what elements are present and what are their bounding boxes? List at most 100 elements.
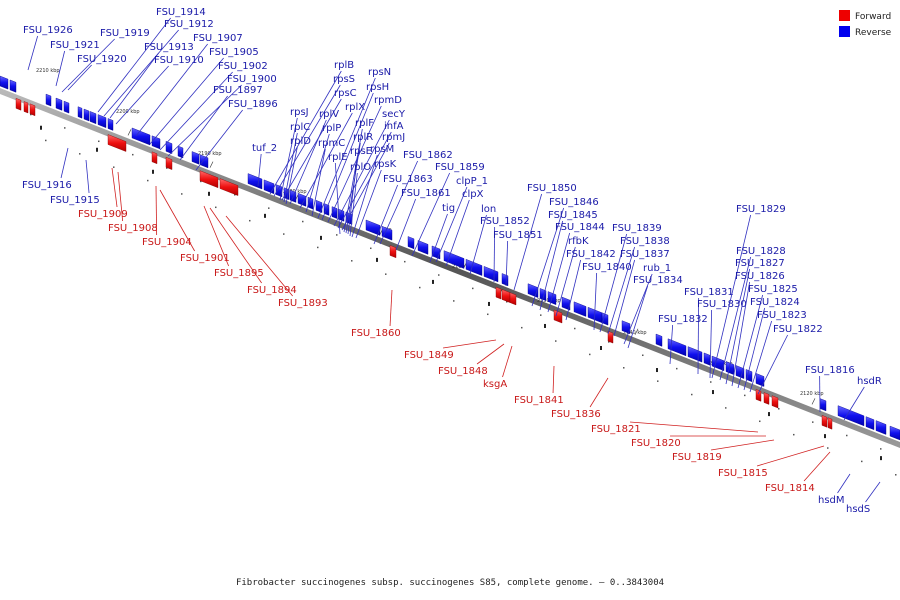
- reverse-gene-label[interactable]: FSU_1912: [164, 19, 214, 30]
- forward-gene-block[interactable]: [389, 245, 397, 259]
- forward-gene-label[interactable]: FSU_1908: [108, 223, 158, 234]
- reverse-gene-block[interactable]: [655, 333, 663, 347]
- reverse-gene-label[interactable]: rpsC: [334, 88, 357, 99]
- reverse-gene-block[interactable]: [55, 97, 63, 111]
- reverse-gene-block[interactable]: [527, 283, 539, 298]
- reverse-gene-label[interactable]: rplE: [328, 152, 348, 163]
- reverse-gene-block[interactable]: [443, 250, 465, 269]
- reverse-gene-block[interactable]: [107, 118, 114, 131]
- forward-gene-block[interactable]: [151, 151, 158, 165]
- forward-gene-label[interactable]: FSU_1819: [672, 452, 722, 463]
- reverse-gene-block[interactable]: [819, 398, 827, 412]
- reverse-gene-block[interactable]: [97, 114, 107, 128]
- reverse-gene-block[interactable]: [735, 365, 745, 379]
- forward-gene-label[interactable]: FSU_1841: [514, 395, 564, 406]
- reverse-gene-label[interactable]: FSU_1825: [748, 284, 798, 295]
- forward-gene-label[interactable]: FSU_1894: [247, 285, 297, 296]
- forward-gene-block[interactable]: [509, 292, 517, 306]
- forward-gene-block[interactable]: [29, 103, 36, 117]
- forward-gene-block[interactable]: [763, 392, 770, 405]
- reverse-gene-label[interactable]: rpsM: [370, 144, 394, 155]
- reverse-gene-label[interactable]: FSU_1851: [493, 230, 543, 241]
- reverse-gene-label[interactable]: FSU_1822: [773, 324, 823, 335]
- reverse-gene-label[interactable]: FSU_1910: [154, 55, 204, 66]
- reverse-gene-block[interactable]: [83, 108, 90, 122]
- forward-gene-block[interactable]: [771, 395, 779, 409]
- forward-gene-label[interactable]: ksgA: [483, 379, 507, 390]
- forward-gene-label[interactable]: FSU_1893: [278, 298, 328, 309]
- reverse-gene-block[interactable]: [297, 192, 307, 207]
- reverse-gene-label[interactable]: infA: [384, 121, 404, 132]
- forward-gene-block[interactable]: [827, 417, 833, 430]
- reverse-gene-block[interactable]: [45, 93, 52, 107]
- forward-gene-label[interactable]: FSU_1848: [438, 366, 488, 377]
- reverse-gene-label[interactable]: FSU_1905: [209, 47, 259, 58]
- reverse-gene-block[interactable]: [9, 79, 17, 93]
- reverse-gene-label[interactable]: FSU_1831: [684, 287, 734, 298]
- reverse-gene-label[interactable]: FSU_1852: [480, 216, 530, 227]
- reverse-gene-label[interactable]: FSU_1828: [736, 246, 786, 257]
- reverse-gene-label[interactable]: FSU_1914: [156, 7, 206, 18]
- reverse-gene-label[interactable]: clpP_1: [456, 176, 488, 187]
- reverse-gene-label[interactable]: FSU_1913: [144, 42, 194, 53]
- reverse-gene-block[interactable]: [0, 75, 9, 90]
- reverse-gene-label[interactable]: rpmJ: [382, 132, 405, 143]
- reverse-gene-label[interactable]: FSU_1859: [435, 162, 485, 173]
- reverse-gene-block[interactable]: [837, 405, 865, 427]
- forward-gene-label[interactable]: FSU_1860: [351, 328, 401, 339]
- reverse-gene-block[interactable]: [889, 425, 900, 441]
- reverse-gene-block[interactable]: [247, 173, 263, 190]
- reverse-gene-label[interactable]: FSU_1862: [403, 150, 453, 161]
- reverse-gene-label[interactable]: rplD: [290, 136, 311, 147]
- reverse-gene-block[interactable]: [755, 373, 765, 387]
- reverse-gene-label[interactable]: FSU_1846: [549, 197, 599, 208]
- forward-gene-block[interactable]: [755, 389, 762, 402]
- reverse-gene-label[interactable]: hsdS: [846, 504, 870, 515]
- reverse-gene-label[interactable]: FSU_1829: [736, 204, 786, 215]
- reverse-gene-block[interactable]: [431, 245, 441, 260]
- reverse-gene-label[interactable]: FSU_1842: [566, 249, 616, 260]
- reverse-gene-label[interactable]: FSU_1916: [22, 180, 72, 191]
- reverse-gene-block[interactable]: [177, 145, 184, 159]
- reverse-gene-block[interactable]: [465, 258, 483, 276]
- forward-gene-block[interactable]: [495, 286, 502, 300]
- forward-gene-label[interactable]: FSU_1909: [78, 209, 128, 220]
- reverse-gene-label[interactable]: FSU_1850: [527, 183, 577, 194]
- reverse-gene-block[interactable]: [865, 416, 875, 431]
- forward-gene-block[interactable]: [107, 134, 127, 152]
- reverse-gene-block[interactable]: [77, 106, 83, 119]
- reverse-gene-label[interactable]: FSU_1834: [633, 275, 683, 286]
- reverse-gene-block[interactable]: [573, 301, 587, 317]
- reverse-gene-label[interactable]: rpsH: [366, 82, 389, 93]
- reverse-gene-label[interactable]: FSU_1830: [697, 299, 747, 310]
- reverse-gene-label[interactable]: FSU_1816: [805, 365, 855, 376]
- reverse-gene-block[interactable]: [711, 355, 725, 372]
- reverse-gene-label[interactable]: FSU_1844: [555, 222, 605, 233]
- reverse-gene-block[interactable]: [191, 151, 200, 165]
- reverse-gene-label[interactable]: FSU_1832: [658, 314, 708, 325]
- reverse-gene-label[interactable]: FSU_1907: [193, 33, 243, 44]
- reverse-gene-label[interactable]: rplF: [355, 118, 374, 129]
- reverse-gene-label[interactable]: lon: [481, 204, 496, 215]
- reverse-gene-block[interactable]: [151, 135, 161, 150]
- reverse-gene-block[interactable]: [417, 240, 429, 255]
- forward-gene-block[interactable]: [15, 97, 22, 111]
- reverse-gene-label[interactable]: rplX: [345, 102, 365, 113]
- reverse-gene-label[interactable]: FSU_1839: [612, 223, 662, 234]
- reverse-gene-label[interactable]: FSU_1896: [228, 99, 278, 110]
- reverse-gene-block[interactable]: [199, 154, 209, 169]
- reverse-gene-block[interactable]: [89, 111, 97, 125]
- reverse-gene-label[interactable]: FSU_1838: [620, 236, 670, 247]
- forward-gene-block[interactable]: [165, 156, 173, 170]
- reverse-gene-label[interactable]: rpsK: [374, 159, 397, 170]
- forward-gene-label[interactable]: FSU_1820: [631, 438, 681, 449]
- reverse-gene-label[interactable]: FSU_1824: [750, 297, 800, 308]
- reverse-gene-label[interactable]: rpsE: [350, 146, 372, 157]
- reverse-gene-label[interactable]: rplB: [334, 60, 354, 71]
- reverse-gene-block[interactable]: [365, 219, 381, 236]
- forward-gene-label[interactable]: FSU_1901: [180, 253, 230, 264]
- reverse-gene-label[interactable]: tig: [442, 203, 455, 214]
- forward-gene-block[interactable]: [607, 330, 614, 344]
- reverse-gene-label[interactable]: FSU_1897: [213, 85, 263, 96]
- reverse-gene-label[interactable]: rpsS: [333, 74, 355, 85]
